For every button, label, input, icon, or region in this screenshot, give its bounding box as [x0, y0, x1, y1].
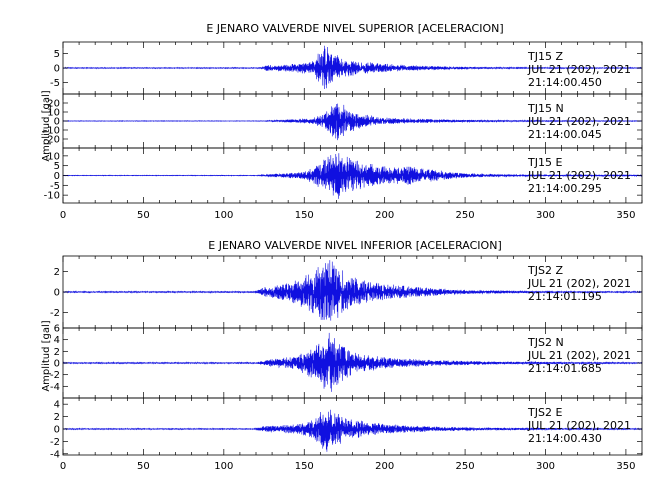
date-label-upper-e: JUL 21 (202), 2021 — [527, 169, 631, 182]
station-label-lower-n: TJS2 N — [527, 336, 564, 349]
waveform-lower-n — [62, 332, 643, 392]
station-label-upper-n: TJ15 N — [527, 102, 564, 115]
x-tick-label: 150 — [295, 461, 314, 472]
y-tick-label: 5 — [54, 49, 60, 60]
y-axis-label-upper: Amplitud [gal] — [41, 90, 52, 161]
x-tick-label: 50 — [137, 461, 150, 472]
y-tick-label: 2 — [54, 347, 60, 358]
x-tick-label: 0 — [60, 210, 66, 221]
time-label-lower-n: 21:14:01.685 — [528, 362, 602, 375]
date-label-lower-e: JUL 21 (202), 2021 — [527, 419, 631, 432]
chart-title-lower: E JENARO VALVERDE NIVEL INFERIOR [ACELER… — [208, 239, 501, 252]
y-tick-label: -20 — [44, 135, 60, 146]
date-label-lower-n: JUL 21 (202), 2021 — [527, 349, 631, 362]
station-label-lower-z: TJS2 Z — [527, 264, 563, 277]
y-tick-label: 10 — [47, 108, 60, 119]
waveform-upper-e — [62, 153, 643, 199]
y-tick-label: 4 — [54, 335, 60, 346]
station-label-upper-z: TJ15 Z — [527, 50, 563, 63]
y-tick-label: -4 — [50, 449, 60, 460]
x-tick-label: 300 — [536, 210, 555, 221]
station-label-lower-e: TJS2 E — [527, 406, 562, 419]
time-label-lower-e: 21:14:00.430 — [528, 432, 602, 445]
chart-title-upper: E JENARO VALVERDE NIVEL SUPERIOR [ACELER… — [206, 22, 503, 35]
time-label-upper-e: 21:14:00.295 — [528, 182, 602, 195]
x-tick-label: 150 — [295, 210, 314, 221]
y-tick-label: -2 — [50, 370, 60, 381]
y-tick-label: 0 — [54, 64, 60, 75]
trace-panels — [62, 41, 643, 456]
x-tick-label: 100 — [214, 461, 233, 472]
y-tick-label: 0 — [54, 171, 60, 182]
y-tick-label: 2 — [54, 412, 60, 423]
panel-lower-e — [62, 397, 643, 456]
x-tick-label: 200 — [375, 210, 394, 221]
date-label-upper-n: JUL 21 (202), 2021 — [527, 115, 631, 128]
y-tick-label: 6 — [54, 324, 60, 335]
y-tick-label: 0 — [54, 424, 60, 435]
x-tick-label: 250 — [456, 210, 475, 221]
time-label-upper-n: 21:14:00.045 — [528, 128, 602, 141]
time-label-lower-z: 21:14:01.195 — [528, 290, 602, 303]
y-tick-label: 0 — [54, 359, 60, 370]
waveform-lower-e — [62, 409, 643, 452]
x-tick-label: 250 — [456, 461, 475, 472]
waveform-upper-z — [62, 45, 643, 90]
x-tick-label: 350 — [616, 210, 635, 221]
date-label-lower-z: JUL 21 (202), 2021 — [527, 277, 631, 290]
y-tick-label: 4 — [54, 400, 60, 411]
y-tick-label: -10 — [44, 191, 60, 202]
station-label-upper-e: TJ15 E — [527, 156, 562, 169]
time-label-upper-z: 21:14:00.450 — [528, 76, 602, 89]
x-tick-label: 0 — [60, 461, 66, 472]
panel-upper-e — [62, 147, 643, 204]
x-tick-label: 100 — [214, 210, 233, 221]
x-tick-label: 350 — [616, 461, 635, 472]
x-tick-label: 200 — [375, 461, 394, 472]
date-label-upper-z: JUL 21 (202), 2021 — [527, 63, 631, 76]
x-tick-label: 300 — [536, 461, 555, 472]
y-tick-label: 2 — [54, 267, 60, 278]
panel-upper-n — [62, 93, 643, 149]
y-tick-label: 0 — [54, 288, 60, 299]
y-tick-label: 5 — [54, 161, 60, 172]
y-tick-label: -5 — [50, 181, 60, 192]
y-tick-label: 0 — [54, 117, 60, 128]
y-axis-label-lower: Amplitud [gal] — [41, 320, 52, 391]
y-tick-label: 10 — [47, 151, 60, 162]
y-tick-label: -4 — [50, 382, 60, 393]
y-tick-label: -5 — [50, 78, 60, 89]
y-tick-label: -2 — [50, 437, 60, 448]
x-tick-label: 50 — [137, 210, 150, 221]
waveform-lower-z — [62, 260, 643, 321]
y-tick-label: 20 — [47, 99, 60, 110]
y-tick-label: -10 — [44, 126, 60, 137]
waveform-upper-n — [62, 103, 643, 141]
y-tick-label: -2 — [50, 308, 60, 319]
